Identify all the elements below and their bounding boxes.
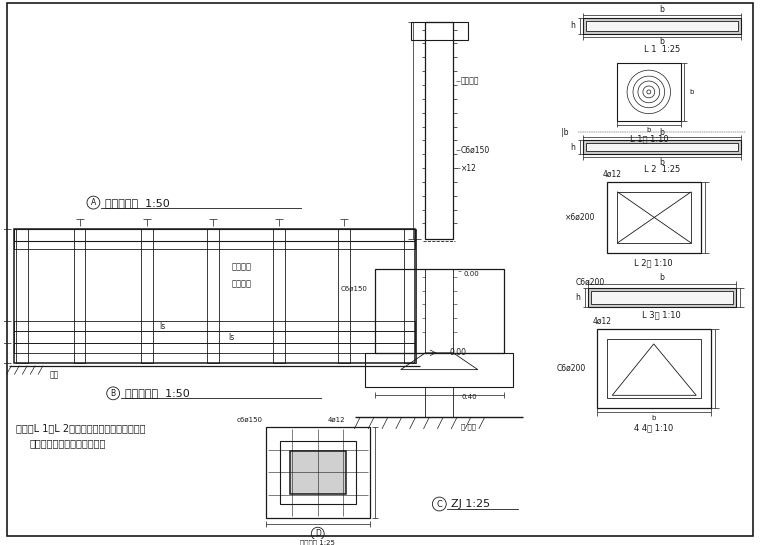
Text: ×12: ×12 (461, 164, 477, 173)
Text: 说明：L 1、L 2、坐登都为原色防腑木结构，: 说明：L 1、L 2、坐登都为原色防腑木结构， (16, 423, 146, 433)
Bar (290, 451, 347, 494)
Bar (365, 353, 514, 387)
Text: 外饰仿木: 外饰仿木 (461, 76, 480, 86)
Text: b: b (659, 128, 664, 137)
Bar (16, 229, 28, 363)
Text: B: B (111, 389, 116, 398)
Text: C6ø200: C6ø200 (575, 278, 605, 287)
Text: ls: ls (160, 322, 166, 331)
Bar (426, 269, 453, 353)
Text: 4ø12: 4ø12 (328, 417, 345, 423)
Bar (583, 140, 741, 154)
Bar (14, 241, 415, 249)
Bar (274, 229, 285, 363)
Text: 素 水底: 素 水底 (461, 423, 476, 430)
Text: C: C (436, 500, 442, 508)
Bar (585, 21, 738, 31)
Text: D: D (315, 529, 321, 538)
Text: C6ø150: C6ø150 (461, 146, 490, 155)
Bar (14, 331, 415, 343)
Text: b: b (659, 5, 664, 14)
Text: 花架廐平面  1:50: 花架廐平面 1:50 (105, 198, 170, 208)
Bar (410, 22, 468, 40)
Text: b: b (659, 273, 664, 282)
Text: b: b (659, 37, 664, 46)
Text: 4ø12: 4ø12 (603, 169, 622, 178)
Text: h: h (575, 293, 580, 302)
Text: h: h (570, 21, 575, 30)
Bar (207, 229, 219, 363)
Text: ×6ø200: ×6ø200 (565, 213, 595, 222)
Text: L 2  1:25: L 2 1:25 (644, 166, 679, 174)
Bar (591, 290, 733, 305)
Bar (14, 229, 415, 241)
Bar (597, 329, 711, 408)
Text: 外饰仿木: 外饰仿木 (232, 279, 252, 288)
Text: C6ø200: C6ø200 (556, 364, 585, 373)
Bar (338, 229, 350, 363)
Text: b: b (651, 415, 656, 421)
Bar (14, 321, 415, 331)
Text: b: b (689, 89, 693, 95)
Text: ls: ls (229, 332, 235, 342)
Bar (74, 229, 85, 363)
Text: b: b (647, 128, 651, 134)
Text: |b: |b (561, 128, 568, 137)
Text: 柱截面图 1:25: 柱截面图 1:25 (300, 539, 335, 545)
Text: b: b (659, 158, 664, 167)
Text: 外饰仿木: 外饰仿木 (232, 262, 252, 271)
Bar (404, 229, 416, 363)
Text: c6ø150: c6ø150 (236, 417, 263, 423)
Text: A: A (90, 198, 96, 207)
Bar (426, 22, 453, 239)
Text: ZJ 1:25: ZJ 1:25 (451, 499, 490, 509)
Text: 0.00: 0.00 (463, 271, 479, 277)
Text: L 1节 1:10: L 1节 1:10 (629, 134, 668, 143)
Bar (587, 288, 736, 307)
Bar (617, 192, 692, 243)
Bar (583, 18, 741, 34)
Text: 花架廐立面  1:50: 花架廐立面 1:50 (125, 389, 190, 398)
Bar (607, 339, 701, 398)
Bar (14, 343, 415, 353)
Text: 0.00: 0.00 (449, 348, 466, 358)
Bar (617, 63, 682, 120)
Text: 与柱、梁搞接处用预埋螺钉。: 与柱、梁搞接处用预埋螺钉。 (29, 438, 106, 448)
Bar (280, 441, 356, 504)
Bar (585, 143, 738, 151)
Bar (14, 229, 415, 363)
Text: h: h (570, 143, 575, 152)
Text: 素木: 素木 (49, 370, 59, 379)
Text: 4ø12: 4ø12 (593, 317, 612, 326)
Text: 4 4节 1:10: 4 4节 1:10 (634, 423, 673, 432)
Bar (375, 269, 504, 353)
Bar (266, 427, 370, 518)
Text: L 3节 1:10: L 3节 1:10 (642, 311, 681, 320)
Bar (607, 182, 701, 253)
Text: L 1  1:25: L 1 1:25 (644, 45, 679, 54)
Bar (426, 387, 453, 417)
Text: L 2节 1:10: L 2节 1:10 (635, 258, 673, 268)
Text: C6ø150: C6ø150 (340, 286, 367, 292)
Bar (141, 229, 153, 363)
Text: 0.40: 0.40 (461, 394, 477, 400)
